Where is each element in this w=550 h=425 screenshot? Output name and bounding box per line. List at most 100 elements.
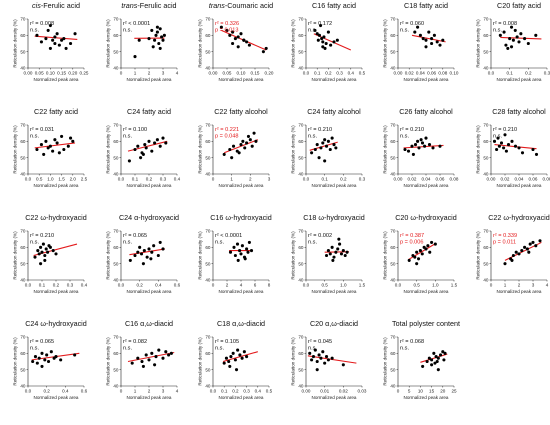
data-point [236,258,240,262]
data-point [53,138,57,142]
y-tick-label: 40 [390,66,396,71]
regression-line [222,351,258,363]
data-point [502,146,506,150]
x-tick-label: 0.6 [81,389,88,394]
data-point [427,30,431,34]
data-point [330,245,334,249]
data-point [426,244,430,248]
r-squared-label: r² = 0.326 [215,21,239,27]
x-tick-label: 20 [440,389,446,394]
x-tick-label: 0 [212,283,215,288]
y-tick-label: 50 [205,261,211,266]
regression-line [33,243,78,257]
y-axis-label: Reticulation density (%) [106,19,111,68]
x-axis-label: Normalized peak area [219,77,264,82]
data-point [511,38,515,42]
data-point [326,30,330,34]
y-tick-label: 70 [483,17,489,22]
data-point [153,141,157,145]
x-tick-label: 0.1 [132,177,139,182]
data-point [413,255,417,259]
scatter-panel: C24 α-hydroxyacid 40 50 60 70 0.0 0.2 0.4 0.6Nor… [106,213,181,294]
data-point [46,250,50,254]
data-point [224,356,228,360]
data-point [319,23,323,28]
x-tick-label: 0.5 [413,283,420,288]
x-tick-label: 0.0 [118,283,125,288]
y-tick-label: 60 [113,351,119,356]
r-squared-label: r² = 0.008 [30,21,54,27]
x-tick-label: 0.0 [118,177,125,182]
data-point [46,359,51,364]
data-point [138,245,142,249]
data-point [147,358,151,362]
y-tick-label: 40 [483,278,489,283]
data-point [317,353,321,357]
data-point [438,144,442,148]
x-axis-label: Normalized peak area [219,395,264,400]
panel-title-text: C18 fatty acid [404,1,448,10]
x-tick-label: 0.08 [450,177,459,182]
data-point [42,152,46,156]
x-axis-label: Normalized peak area [312,395,357,400]
y-tick-label: 60 [390,245,396,250]
x-axis-label: Normalized peak area [34,395,79,400]
data-point [133,253,137,258]
x-tick-label: 4 [240,283,243,288]
data-point [442,358,446,362]
x-tick-label: 3 [268,177,271,182]
data-point [326,139,330,143]
scatter-panel: C16 fatty acid 40 50 60 70 0.0 0.1 0.2 0.3 0.4 0.5… [291,1,366,82]
data-point [420,252,424,256]
panel-title-text: C24 ω-hydroxyacid [25,319,87,328]
data-point [164,350,168,354]
x-tick-label: 3 [162,71,165,76]
x-tick-label: 1.0 [340,283,347,288]
data-point [534,33,538,37]
data-point [497,144,501,148]
data-point [240,244,244,248]
data-point [48,23,52,28]
y-axis-label: Reticulation density (%) [291,231,296,280]
x-tick-label: 15 [429,389,435,394]
regression-line [500,36,542,40]
x-tick-label: 0.3 [160,177,167,182]
data-point [37,356,41,360]
data-point [407,258,411,262]
data-point [517,40,521,44]
panel-title: C24 fatty acid [127,107,171,116]
x-tick-label: 1 [504,283,507,288]
data-point [526,41,530,46]
y-tick-label: 40 [390,172,396,177]
data-point [330,136,334,140]
x-tick-label: 0.05 [223,71,232,76]
scatter-panel: C20 fatty acid 40 50 60 70 0.0 0.1 0.2 0.3Normal… [476,1,550,82]
y-tick-label: 70 [390,123,396,128]
data-point [150,351,154,355]
data-point [321,45,325,49]
data-point [406,149,411,153]
y-axis-label: Reticulation density (%) [383,125,388,174]
data-point [341,363,345,367]
panel-title-text: C28 fatty alcohol [492,107,546,116]
data-point [443,351,447,355]
data-point [43,258,47,262]
data-point [245,141,249,145]
data-point [66,144,70,148]
x-tick-label: 3 [162,389,165,394]
data-point [499,141,504,145]
y-tick-label: 50 [113,367,119,372]
data-point [345,250,349,254]
y-tick-label: 50 [20,367,26,372]
x-axis-label: Normalized peak area [312,289,357,294]
r-squared-label: r² = 0.031 [30,127,54,133]
data-point [510,258,514,262]
data-point [415,250,419,254]
y-tick-label: 60 [390,139,396,144]
x-tick-label: 0.3 [336,71,343,76]
data-point [320,37,324,41]
data-point [421,37,425,41]
x-tick-label: 1.0 [432,283,439,288]
data-point [55,32,59,36]
panel-title: C20 α,ω-diacid [310,319,358,328]
